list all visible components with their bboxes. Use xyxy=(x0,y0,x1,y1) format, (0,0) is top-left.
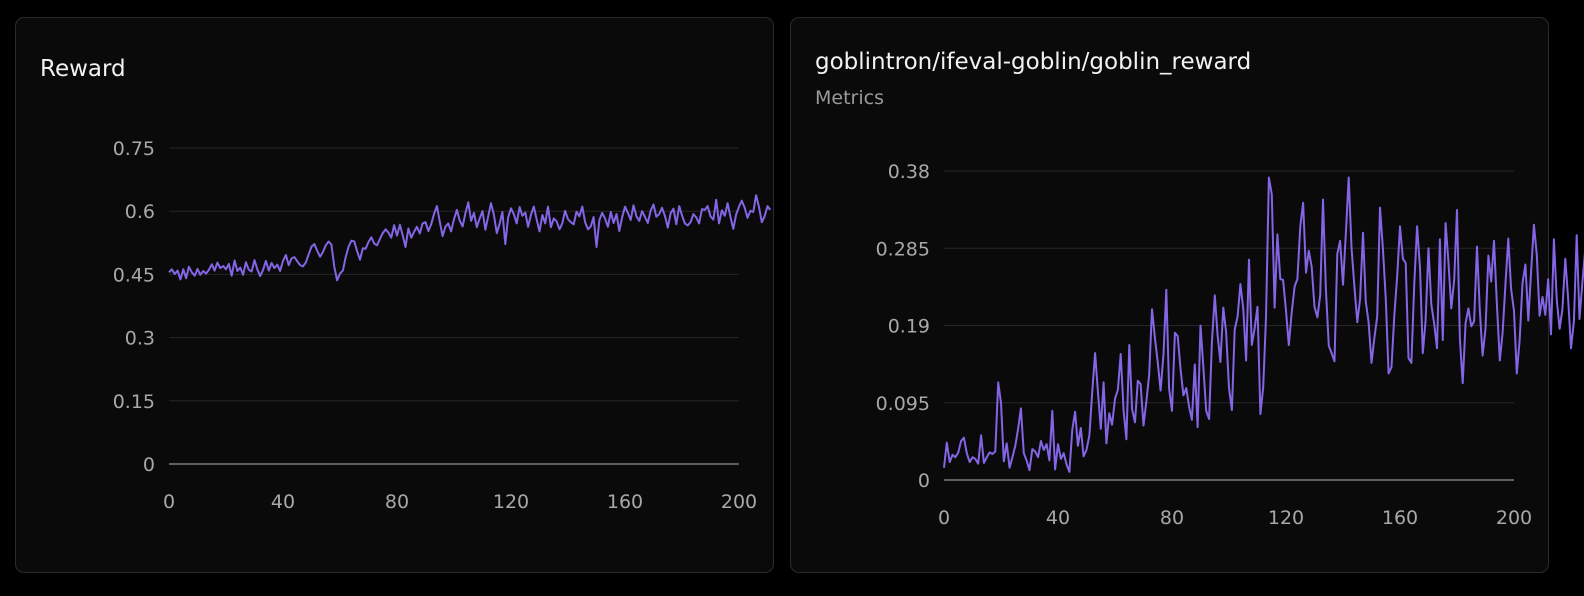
y-tick-label: 0.45 xyxy=(113,264,155,286)
goblin-reward-line-chart[interactable]: 0 0.095 0.19 0.285 0.38 0 40 80 120 160 200 xyxy=(791,18,1584,574)
y-tick-label: 0.15 xyxy=(113,391,155,413)
x-tick-label: 160 xyxy=(1382,507,1418,529)
y-tick-label: 0.3 xyxy=(125,328,155,350)
y-tick-label: 0.285 xyxy=(876,238,930,260)
x-tick-label: 160 xyxy=(607,491,643,513)
panel-title: goblintron/ifeval-goblin/goblin_reward xyxy=(815,49,1252,75)
series-line[interactable] xyxy=(943,169,1584,473)
x-tick-label: 80 xyxy=(385,491,409,513)
y-tick-label: 0.19 xyxy=(888,316,930,338)
series-line[interactable] xyxy=(168,194,772,282)
goblin-reward-chart-panel: goblintron/ifeval-goblin/goblin_reward M… xyxy=(790,17,1584,574)
x-tick-label: 120 xyxy=(1268,507,1304,529)
y-tick-label: 0.75 xyxy=(113,138,155,160)
y-tick-label: 0.6 xyxy=(125,201,155,223)
x-tick-label: 120 xyxy=(493,491,529,513)
y-tick-label: 0.095 xyxy=(876,393,930,415)
y-tick-label: 0 xyxy=(918,470,930,492)
x-tick-label: 200 xyxy=(721,491,757,513)
y-tick-label: 0.38 xyxy=(888,161,930,183)
x-tick-label: 200 xyxy=(1496,507,1532,529)
x-tick-label: 0 xyxy=(938,507,950,529)
reward-line-chart[interactable]: 0 0.15 0.3 0.45 0.6 0.75 0 40 80 120 160 200 xyxy=(16,18,775,574)
reward-chart-panel: Reward 0 0.15 0.3 0.45 0.6 0.75 0 40 80 120 160 200 xyxy=(15,17,774,573)
x-tick-label: 40 xyxy=(1046,507,1070,529)
y-tick-label: 0 xyxy=(143,454,155,476)
panel-subtitle: Metrics xyxy=(815,87,884,109)
x-tick-label: 80 xyxy=(1160,507,1184,529)
panel-title: Reward xyxy=(40,56,126,82)
x-tick-label: 40 xyxy=(271,491,295,513)
x-tick-label: 0 xyxy=(163,491,175,513)
